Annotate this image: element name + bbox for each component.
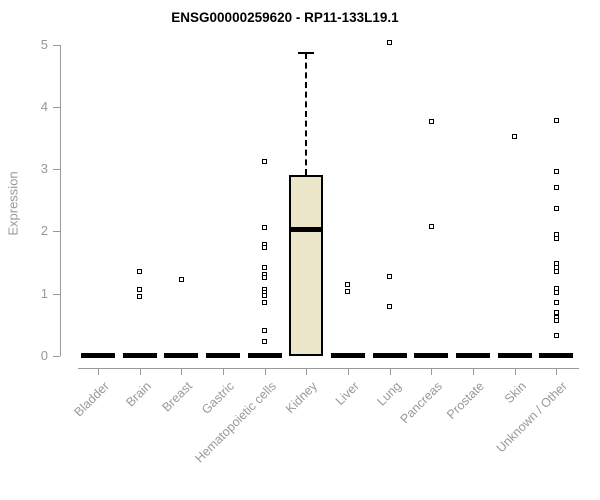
- outlier-point: [553, 185, 559, 191]
- median-bar: [81, 353, 115, 359]
- median-bar: [414, 353, 449, 359]
- box: [289, 175, 324, 356]
- outlier-point: [137, 269, 143, 275]
- y-tick: [53, 231, 60, 233]
- outlier-point: [428, 119, 434, 125]
- x-tick: [181, 368, 183, 375]
- median-bar: [455, 353, 490, 359]
- outlier-point: [262, 225, 268, 231]
- outlier-point: [345, 281, 351, 287]
- outlier-point: [262, 274, 268, 280]
- outlier-point: [553, 269, 559, 275]
- outlier-point: [262, 300, 268, 306]
- median-bar: [122, 353, 157, 359]
- x-tick: [347, 368, 349, 375]
- y-tick: [53, 106, 60, 108]
- x-tick: [389, 368, 391, 375]
- median-bar: [164, 353, 199, 359]
- whisker-line: [305, 52, 308, 176]
- x-tick: [139, 368, 141, 375]
- outlier-point: [553, 236, 559, 242]
- x-tick: [556, 368, 558, 375]
- y-tick: [53, 293, 60, 295]
- median-bar: [330, 353, 365, 359]
- median-bar: [247, 353, 282, 359]
- x-tick: [98, 368, 99, 375]
- y-tick-label: 5: [40, 36, 48, 52]
- y-tick-label: 0: [40, 347, 48, 363]
- outlier-point: [178, 277, 184, 283]
- x-tick: [472, 368, 474, 375]
- outlier-point: [553, 205, 559, 211]
- outlier-point: [553, 332, 559, 338]
- y-tick: [53, 169, 60, 171]
- y-tick-label: 3: [40, 161, 48, 177]
- y-axis-line: [60, 44, 61, 356]
- outlier-point: [262, 338, 268, 344]
- outlier-point: [137, 294, 143, 300]
- outlier-point: [137, 286, 143, 292]
- median-bar: [372, 353, 407, 359]
- y-tick: [53, 355, 60, 357]
- outlier-point: [387, 304, 393, 310]
- x-tick: [264, 368, 266, 375]
- x-tick: [431, 368, 433, 375]
- x-tick: [514, 368, 516, 375]
- outlier-point: [553, 317, 559, 323]
- outlier-point: [553, 169, 559, 175]
- outlier-point: [553, 289, 559, 295]
- outlier-point: [553, 299, 559, 305]
- whisker-cap: [298, 51, 315, 54]
- outlier-point: [387, 273, 393, 279]
- median-line: [289, 226, 324, 232]
- y-tick-label: 2: [40, 223, 48, 239]
- y-tick: [53, 44, 60, 46]
- outlier-point: [345, 288, 351, 294]
- outlier-point: [262, 244, 268, 250]
- outlier-point: [262, 327, 268, 333]
- outlier-point: [387, 39, 393, 45]
- outlier-point: [428, 223, 434, 229]
- outlier-point: [553, 309, 559, 315]
- x-axis-line: [78, 368, 579, 369]
- median-bar: [205, 353, 240, 359]
- outlier-point: [262, 265, 268, 271]
- median-bar: [539, 353, 574, 359]
- outlier-point: [262, 293, 268, 299]
- median-bar: [497, 353, 532, 359]
- x-tick: [306, 368, 308, 375]
- chart-title: ENSG00000259620 - RP11-133L19.1: [171, 10, 399, 25]
- x-tick: [222, 368, 224, 375]
- outlier-point: [512, 134, 518, 140]
- outlier-point: [553, 118, 559, 124]
- outlier-point: [262, 158, 268, 164]
- y-tick-label: 4: [40, 98, 48, 114]
- y-tick-label: 1: [40, 285, 48, 301]
